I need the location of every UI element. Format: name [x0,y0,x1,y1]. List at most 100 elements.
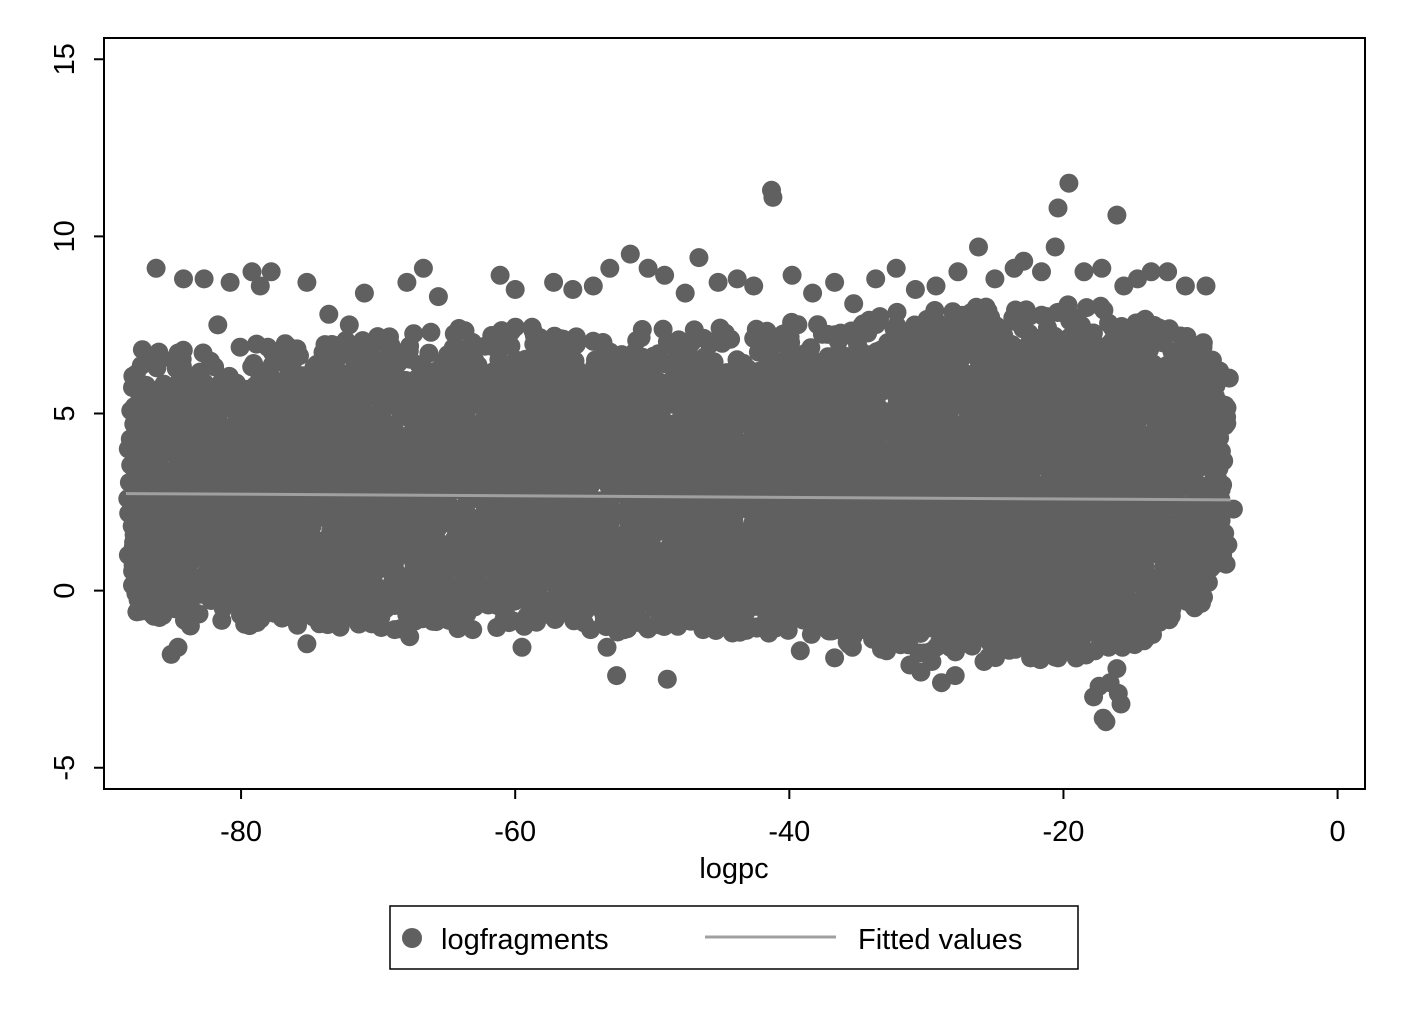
outlier-point [974,652,994,671]
fitted-line-layer [125,492,1231,502]
y-tick-label: 10 [49,220,81,252]
data-point [1040,634,1060,654]
data-point [627,331,647,350]
outlier-point [1032,262,1051,282]
data-point [490,590,510,610]
data-point [458,429,478,449]
data-point [464,588,483,608]
outlier-point [620,244,640,264]
data-point [985,326,1005,345]
data-point [329,587,348,607]
outlier-point [1196,276,1216,296]
data-point [489,350,509,370]
data-point [618,348,638,368]
data-point [954,343,974,363]
outlier-point [905,280,925,299]
data-point [1147,357,1167,377]
data-point [711,602,731,621]
data-point [1006,300,1025,320]
x-tick-label: -60 [494,816,536,848]
data-point [649,615,669,635]
x-axis: -80 -60 -40 -20 0 [220,789,1346,848]
data-point [530,596,550,616]
outlier-point [1219,368,1239,388]
data-point [454,357,474,377]
outlier-point [866,269,886,289]
data-point [220,380,240,400]
data-point [555,603,574,622]
outlier-point [655,265,675,285]
outlier-point [825,648,845,668]
data-point [156,385,176,405]
outlier-point [319,304,339,324]
data-point [1174,353,1194,373]
data-point [1155,587,1175,607]
outlier-point [1193,333,1213,353]
outlier-point [744,276,764,296]
data-point [385,596,405,615]
data-point [385,421,405,441]
data-point [123,575,142,595]
outlier-point [180,616,200,636]
outlier-point [428,287,448,307]
data-point [721,329,741,349]
data-point [974,618,993,638]
data-point [201,351,220,371]
outlier-point [397,272,417,292]
data-point [952,305,972,325]
outlier-point [1092,258,1112,278]
outlier-point [168,637,188,657]
data-point [1009,628,1029,648]
outlier-point [1021,648,1041,668]
outlier-point [544,272,564,292]
outlier-point [475,336,495,356]
data-point [1062,306,1082,326]
outlier-point [926,276,946,296]
data-point [262,355,282,375]
data-point [593,362,613,382]
outlier-point [194,269,214,289]
data-point [304,357,324,377]
data-point [346,595,366,615]
data-point [183,381,203,401]
data-point [717,363,737,383]
outlier-point [1048,198,1068,218]
outlier-point [1175,276,1195,296]
data-point [553,329,573,349]
outlier-point [969,237,988,257]
data-point [679,611,699,631]
data-point [863,629,883,649]
outlier-point [638,258,658,278]
data-point [656,354,676,374]
data-point [1020,306,1040,326]
data-point [333,364,353,384]
legend-label-fitted-values: Fitted values [858,924,1022,956]
data-point [213,598,233,618]
data-point [410,595,430,615]
outlier-point [985,269,1005,289]
outlier-point [1064,641,1084,661]
data-point [279,371,299,391]
outlier-point [490,265,510,285]
data-point [732,355,752,375]
outlier-point [174,269,193,289]
legend: logfragments Fitted values [389,905,1079,970]
outlier-point [1119,630,1139,650]
data-point [915,616,935,636]
outlier-point [1210,528,1230,547]
data-point [438,602,458,622]
legend-label-logfragments: logfragments [441,924,609,956]
data-point [297,378,317,398]
data-point [514,364,534,384]
data-point [147,358,167,378]
outlier-point [1045,237,1065,257]
data-point [359,353,379,373]
outlier-point [146,258,166,278]
data-point [292,587,311,607]
data-point [896,333,916,353]
data-point [704,352,724,372]
data-point [236,591,256,611]
data-point [192,584,212,604]
outlier-point [1014,251,1034,271]
data-point [790,349,810,369]
